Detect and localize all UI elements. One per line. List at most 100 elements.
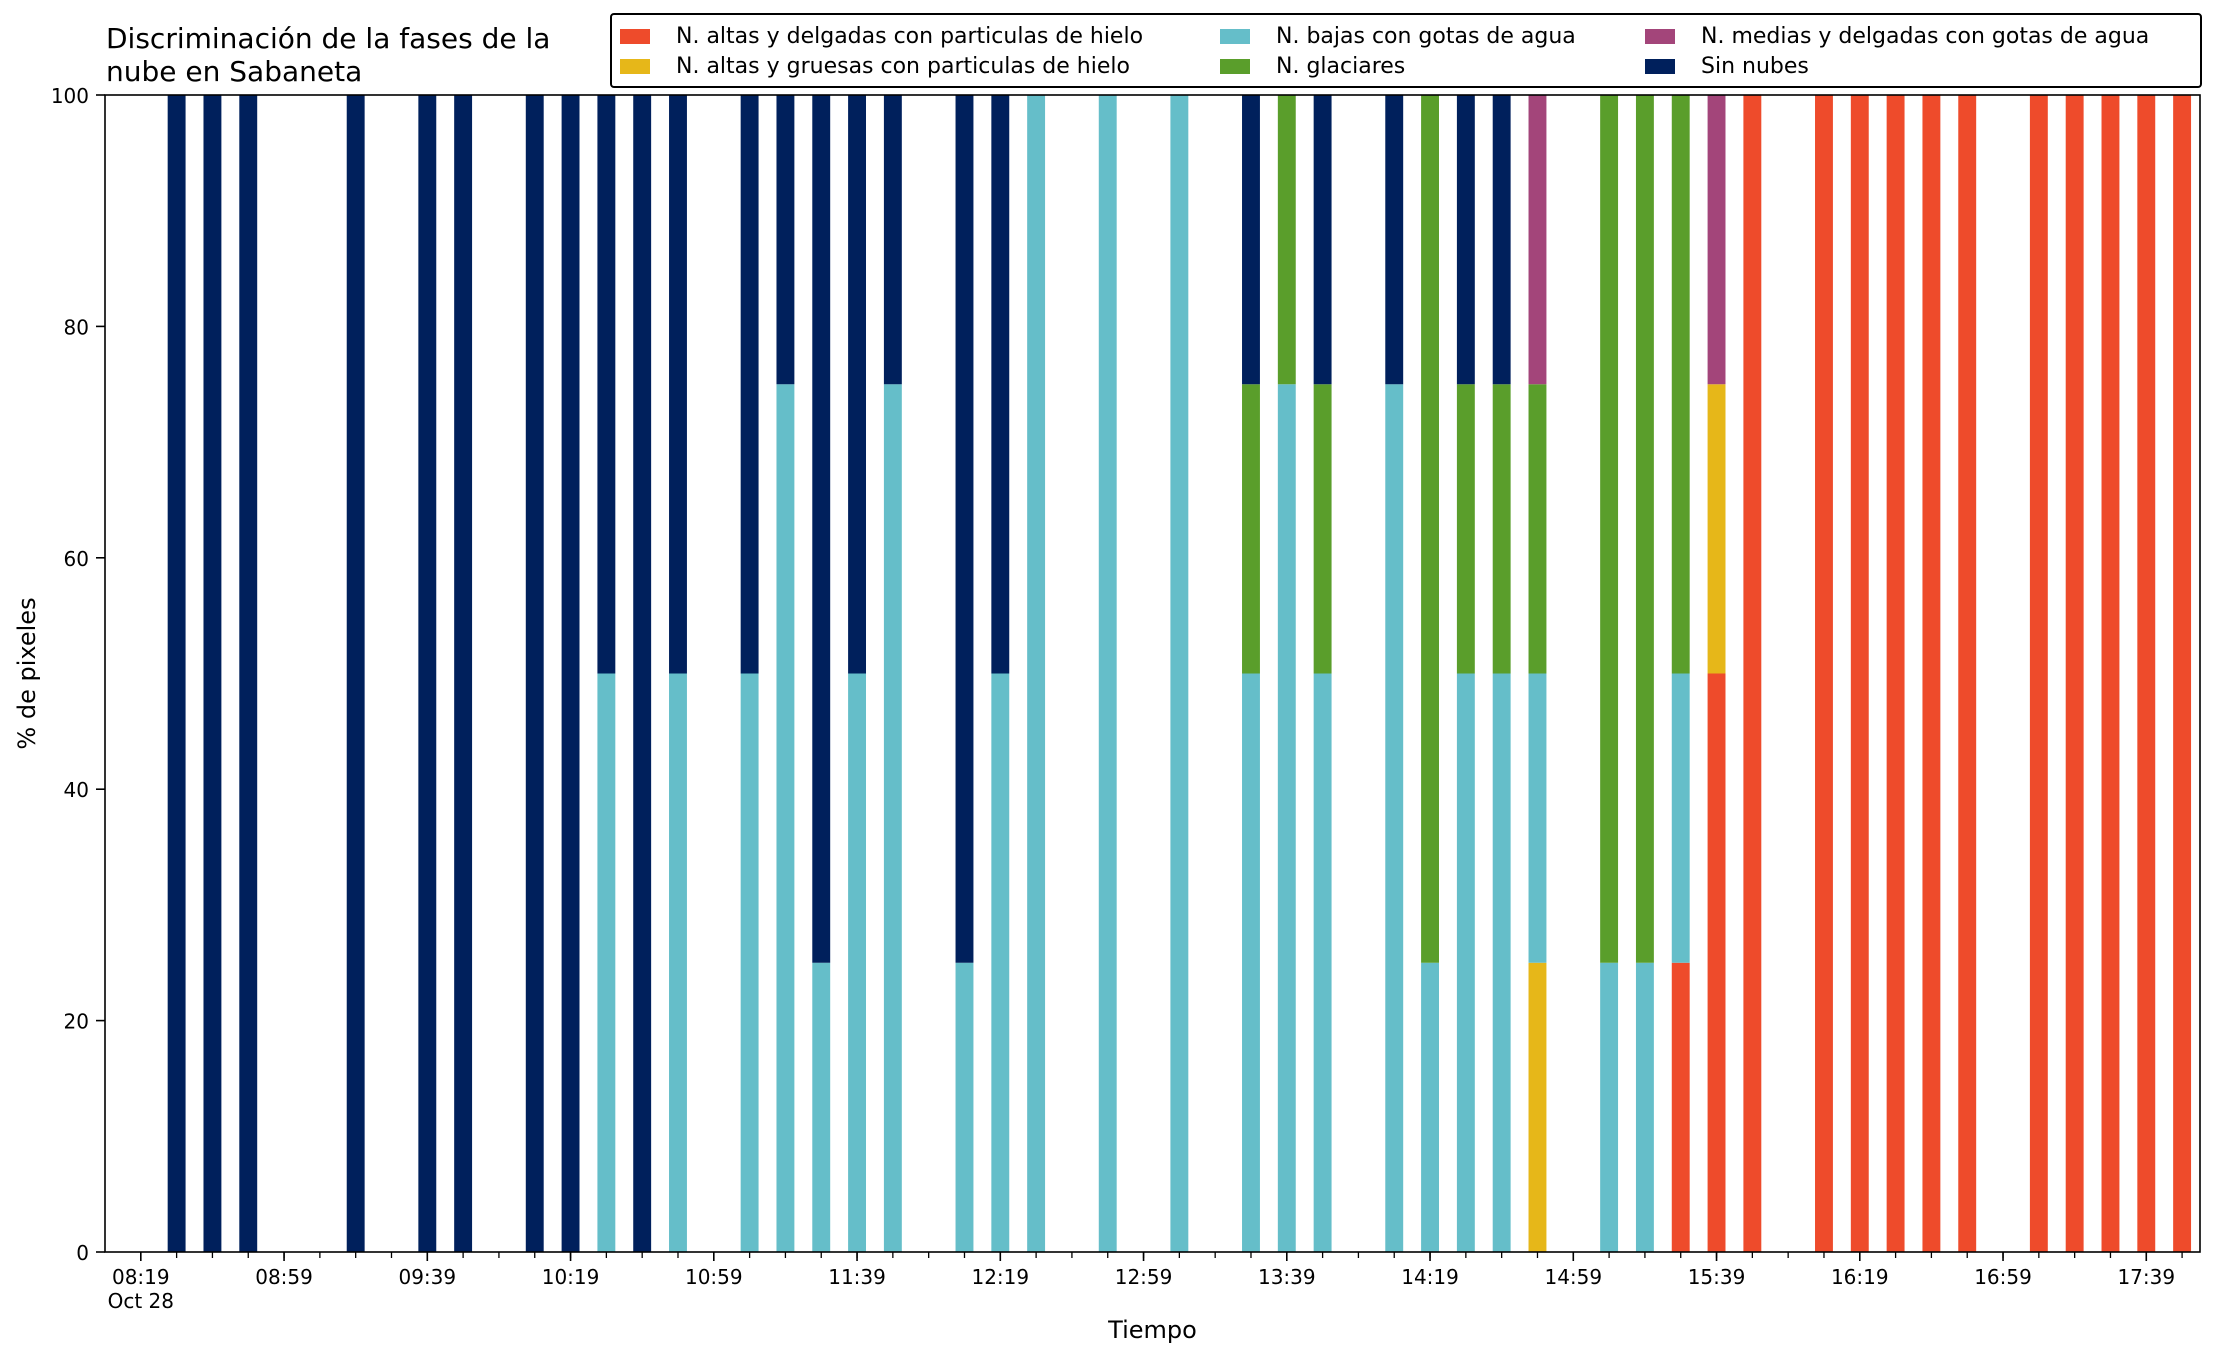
legend-label: N. altas y gruesas con particulas de hie… xyxy=(676,53,1130,79)
legend-item: N. altas y gruesas con particulas de hie… xyxy=(620,51,1130,81)
bar-segment-1049-s5 xyxy=(669,95,687,674)
bar-segment-1139-s2 xyxy=(848,673,867,1252)
bar-segment-1539-s1 xyxy=(1707,384,1726,674)
bar-segment-1409-s5 xyxy=(1385,95,1404,385)
y-tick-label: 0 xyxy=(76,1241,89,1265)
bar-segment-1309-s2 xyxy=(1170,95,1189,1252)
y-tick-label: 80 xyxy=(64,315,89,339)
bar-segment-1539-s0 xyxy=(1707,673,1726,1252)
legend-swatch xyxy=(1220,58,1250,74)
y-tick-label: 60 xyxy=(64,547,89,571)
bar-segment-1349-s3 xyxy=(1313,384,1332,674)
y-tick-label: 100 xyxy=(51,84,89,108)
x-tick-label: 16:59 xyxy=(1974,1265,2032,1289)
bar-segment-1519-s2 xyxy=(1635,962,1654,1252)
bar-segment-1619-s0 xyxy=(1850,95,1869,1252)
bar-segment-1209-s5 xyxy=(955,95,974,963)
bar-segment-1209-s2 xyxy=(955,962,974,1252)
bar-segment-1149-s5 xyxy=(883,95,902,385)
bar-segment-1109-s5 xyxy=(740,95,759,674)
x-tick-label: 13:39 xyxy=(1258,1265,1316,1289)
legend-label: N. bajas con gotas de agua xyxy=(1276,23,1576,49)
bar-segment-1229-s2 xyxy=(1027,95,1046,1252)
bar-segment-1449-s2 xyxy=(1528,673,1547,963)
bar-segment-1509-s2 xyxy=(1600,962,1619,1252)
bar-segment-1649-s0 xyxy=(1958,95,1977,1252)
legend-item: Sin nubes xyxy=(1645,51,1809,81)
legend-item: N. bajas con gotas de agua xyxy=(1220,21,1576,51)
bar-segment-1509-s3 xyxy=(1600,95,1619,963)
bar-segment-1039-s5 xyxy=(633,95,652,1252)
bar-segment-1329-s2 xyxy=(1242,673,1260,1252)
bar-segment-1429-s3 xyxy=(1456,384,1475,674)
x-tick-label: 17:39 xyxy=(2117,1265,2175,1289)
bar-segment-1449-s3 xyxy=(1528,384,1547,674)
legend-item: N. medias y delgadas con gotas de agua xyxy=(1645,21,2149,51)
bar-segment-1119-s2 xyxy=(776,384,795,1252)
chart-title: Discriminación de la fases de la nube en… xyxy=(106,22,551,88)
bar-segment-1529-s3 xyxy=(1671,95,1690,674)
x-tick-label: 12:59 xyxy=(1115,1265,1173,1289)
bar-segment-1349-s2 xyxy=(1313,673,1332,1252)
legend-label: N. glaciares xyxy=(1276,53,1406,79)
bar-segment-1529-s0 xyxy=(1671,962,1690,1252)
x-tick-label-line: Oct 28 xyxy=(108,1289,174,1313)
x-tick-label: 08:19 Oct 28 xyxy=(108,1265,174,1313)
bar-segment-1119-s5 xyxy=(776,95,795,385)
bar-segment-1439-s3 xyxy=(1492,384,1511,674)
bar-segment-1429-s5 xyxy=(1456,95,1475,385)
x-tick-label: 12:19 xyxy=(971,1265,1029,1289)
bar-segment-1019-s5 xyxy=(561,95,580,1252)
bar-segment-1609-s0 xyxy=(1815,95,1833,1252)
bar-segment-0939-s5 xyxy=(418,95,437,1252)
bar-segment-0949-s5 xyxy=(454,95,473,1252)
bar-segment-1219-s5 xyxy=(991,95,1010,674)
bar-segment-1449-s1 xyxy=(1528,962,1547,1252)
bar-segment-1439-s2 xyxy=(1492,673,1511,1252)
bar-segment-1729-s0 xyxy=(2101,95,2120,1252)
bar-segment-1349-s5 xyxy=(1313,95,1332,385)
y-axis-label: % de pixeles xyxy=(13,597,41,749)
axes-layer: 0 20 40 60 80 100 08:19 Oct 28 08:59 09:39 10:19 10… xyxy=(13,84,2201,1344)
x-tick-label: 09:39 xyxy=(398,1265,456,1289)
bar-segment-1639-s0 xyxy=(1922,95,1941,1252)
chart-legend: N. altas y delgadas con particulas de hi… xyxy=(610,13,2202,88)
bar-segment-1219-s2 xyxy=(991,673,1010,1252)
x-tick-label: 10:19 xyxy=(542,1265,600,1289)
x-axis-label: Tiempo xyxy=(1107,1316,1197,1344)
bar-segment-0919-s5 xyxy=(346,95,365,1252)
bar-segment-1249-s2 xyxy=(1098,95,1117,1252)
legend-swatch xyxy=(1220,28,1250,44)
x-tick-label: 08:59 xyxy=(255,1265,313,1289)
bar-segment-0829-s5 xyxy=(167,95,186,1252)
x-tick-label: 16:19 xyxy=(1831,1265,1889,1289)
bar-segment-1009-s5 xyxy=(525,95,544,1252)
bar-segment-1049-s2 xyxy=(669,673,687,1252)
x-tick-label: 14:19 xyxy=(1401,1265,1459,1289)
bar-segment-1539-s4 xyxy=(1707,95,1726,385)
legend-item: N. altas y delgadas con particulas de hi… xyxy=(620,21,1143,51)
bar-segment-1739-s0 xyxy=(2137,95,2156,1252)
bar-segment-1549-s0 xyxy=(1743,95,1762,1252)
legend-label: N. medias y delgadas con gotas de agua xyxy=(1701,23,2150,49)
bar-segment-1109-s2 xyxy=(740,673,759,1252)
bar-segment-0849-s5 xyxy=(239,95,258,1252)
x-tick-label-line: 08:19 xyxy=(112,1265,170,1289)
bar-segment-1329-s5 xyxy=(1242,95,1260,385)
bar-segment-1409-s2 xyxy=(1385,384,1404,1252)
legend-swatch xyxy=(620,28,650,44)
x-tick-label: 10:59 xyxy=(685,1265,743,1289)
y-tick-label: 40 xyxy=(64,778,89,802)
bar-segment-1329-s3 xyxy=(1242,384,1260,674)
bar-segment-1139-s5 xyxy=(848,95,867,674)
bar-segment-1719-s0 xyxy=(2065,95,2084,1252)
bar-segment-1339-s2 xyxy=(1277,384,1296,1252)
legend-swatch xyxy=(1645,28,1675,44)
bars-layer xyxy=(167,95,2192,1252)
x-tick-label: 15:39 xyxy=(1688,1265,1746,1289)
legend-label: Sin nubes xyxy=(1701,53,1809,79)
legend-swatch xyxy=(1645,58,1675,74)
bar-segment-1129-s5 xyxy=(812,95,831,963)
bar-segment-1419-s2 xyxy=(1421,962,1439,1252)
